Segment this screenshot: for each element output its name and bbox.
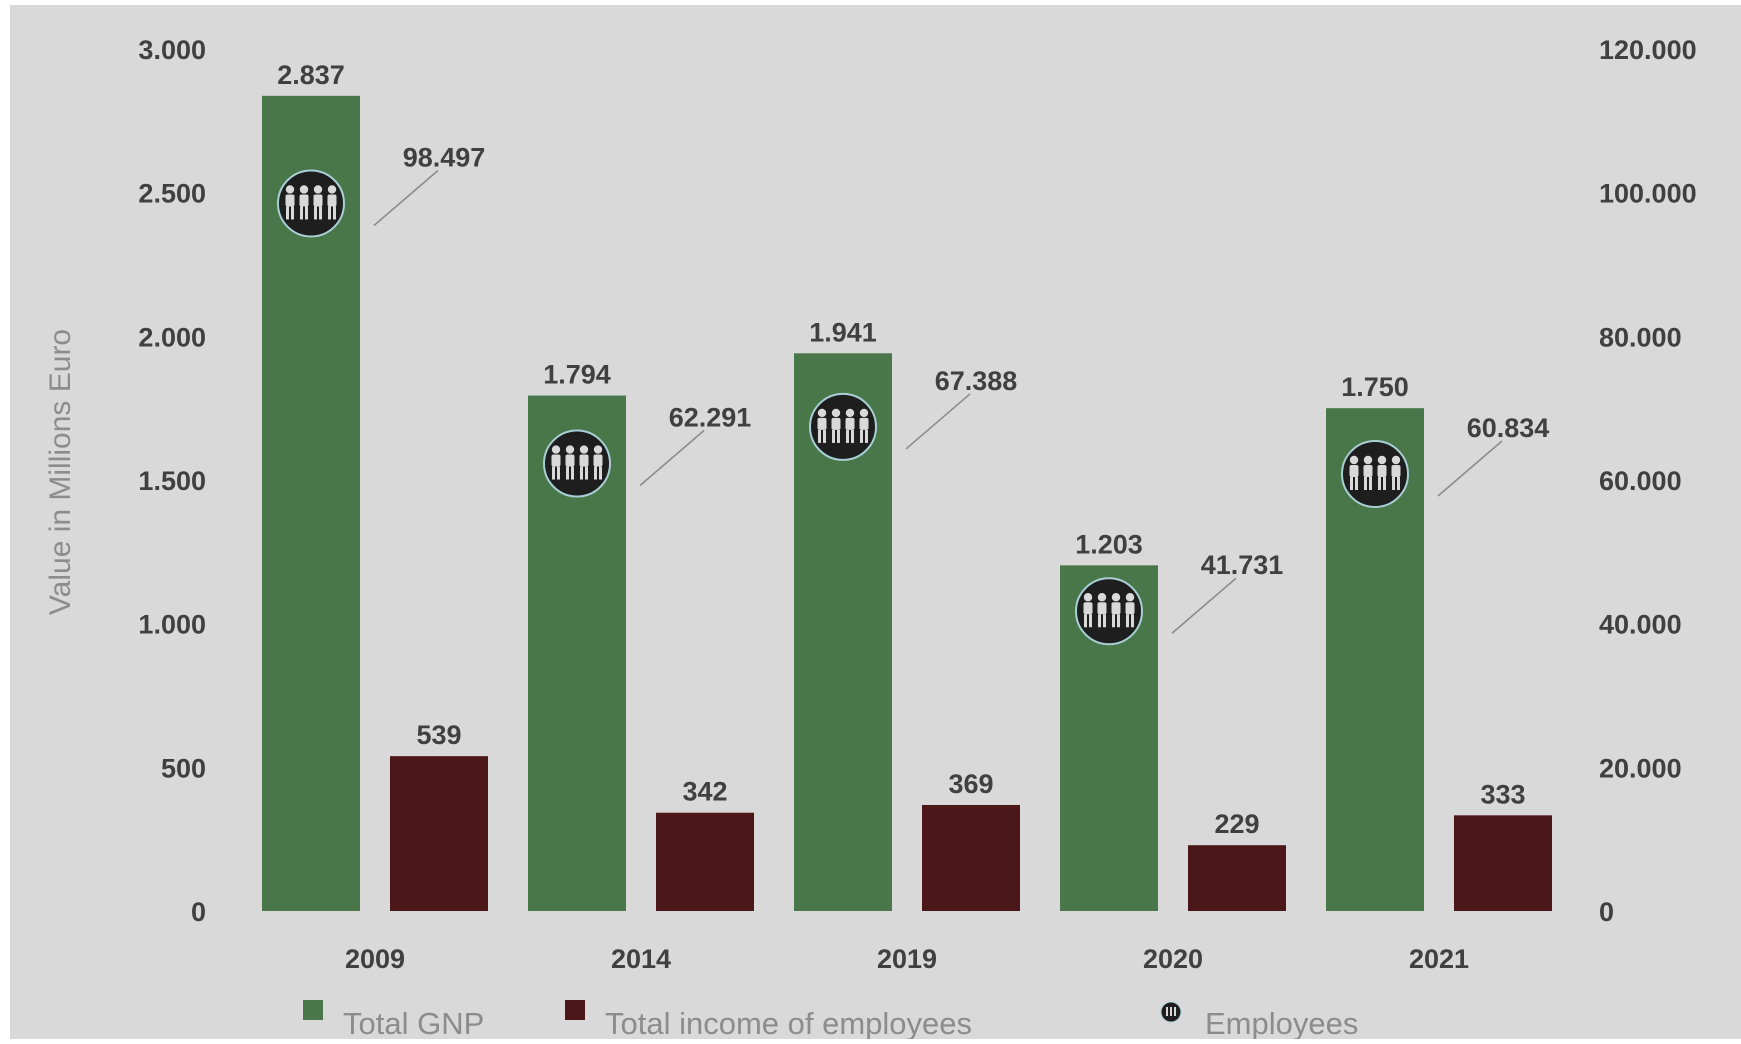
data-label-total-gnp: 1.750 [1341, 372, 1409, 402]
data-label-total-income: 539 [416, 720, 461, 750]
bar-total-income [922, 805, 1020, 911]
data-label-total-gnp: 1.794 [543, 360, 611, 390]
y2-tick-label: 20.000 [1599, 753, 1682, 783]
x-tick-label: 2019 [877, 944, 937, 974]
data-label-total-income: 333 [1480, 779, 1525, 809]
data-label-employees: 98.497 [403, 142, 486, 172]
x-tick-label: 2021 [1409, 944, 1469, 974]
data-label-total-income: 342 [682, 777, 727, 807]
data-label-total-gnp: 1.941 [809, 317, 877, 347]
legend-marker-employees [1161, 1002, 1181, 1022]
data-label-total-income: 229 [1214, 809, 1259, 839]
y-tick-label: 0 [191, 897, 206, 927]
y2-tick-label: 80.000 [1599, 322, 1682, 352]
bar-total-income [1188, 845, 1286, 911]
data-label-employees: 60.834 [1467, 413, 1550, 443]
y-axis-title: Value in Millions Euro [44, 329, 77, 615]
legend-label: Total income of employees [605, 1006, 972, 1039]
y2-tick-label: 0 [1599, 897, 1614, 927]
chart: Value in Millions Euro 0 500 1.000 1.500 2.0… [10, 5, 1741, 1039]
x-tick-label: 2009 [345, 944, 405, 974]
data-label-total-gnp: 2.837 [277, 60, 345, 90]
bar-total-income [1454, 815, 1552, 911]
y-tick-label: 2.000 [138, 322, 206, 352]
data-label-total-income: 369 [948, 769, 993, 799]
y2-tick-label: 120.000 [1599, 35, 1697, 65]
bar-total-income [656, 813, 754, 911]
data-label-employees: 62.291 [669, 403, 752, 433]
employees-marker [810, 394, 876, 460]
employees-marker [278, 170, 344, 236]
y-axis-title-group: Value in Millions Euro [44, 329, 77, 615]
legend-label: Employees [1205, 1006, 1358, 1039]
y2-tick-label: 60.000 [1599, 466, 1682, 496]
y-tick-label: 1.500 [138, 466, 206, 496]
y-tick-label: 500 [161, 753, 206, 783]
data-label-employees: 41.731 [1201, 550, 1284, 580]
y2-tick-label: 100.000 [1599, 179, 1697, 209]
legend-label: Total GNP [343, 1006, 484, 1039]
y-tick-label: 1.000 [138, 610, 206, 640]
x-tick-label: 2020 [1143, 944, 1203, 974]
bar-total-income [390, 756, 488, 911]
data-label-total-gnp: 1.203 [1075, 529, 1143, 559]
legend-swatch-total-income [565, 1000, 585, 1020]
employees-marker [544, 431, 610, 497]
y-tick-label: 3.000 [138, 35, 206, 65]
y2-tick-label: 40.000 [1599, 610, 1682, 640]
data-label-employees: 67.388 [935, 366, 1018, 396]
legend-swatch-total-gnp [303, 1000, 323, 1020]
x-tick-label: 2014 [611, 944, 671, 974]
y-tick-label: 2.500 [138, 179, 206, 209]
employees-marker [1076, 578, 1142, 644]
employees-marker [1342, 441, 1408, 507]
